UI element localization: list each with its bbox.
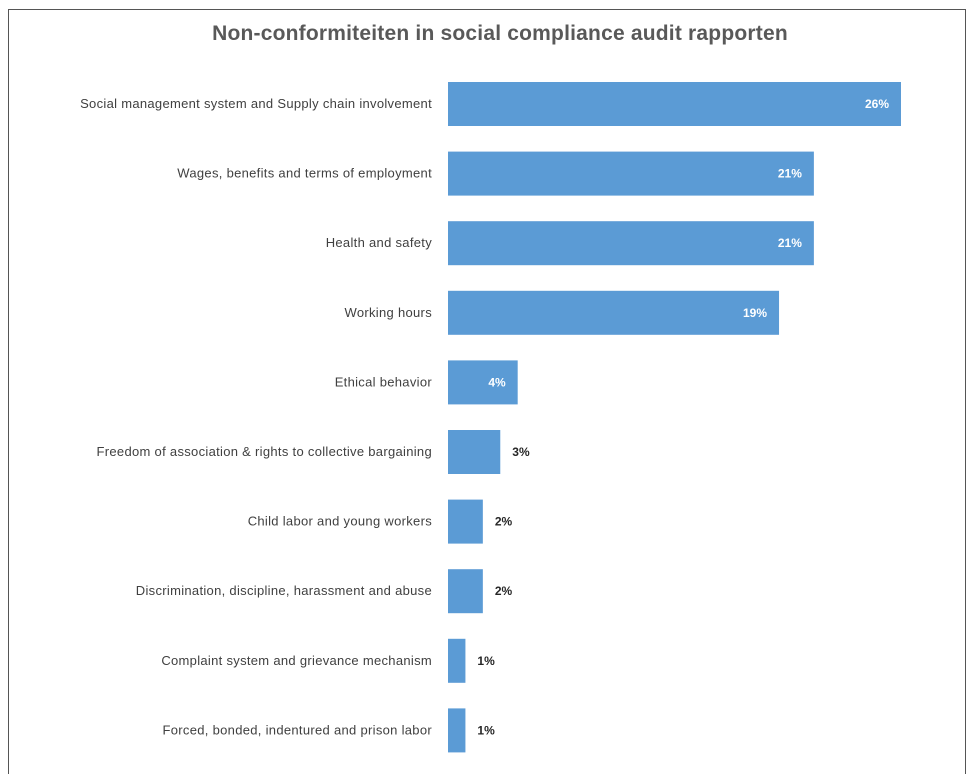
category-label: Health and safety (326, 235, 432, 250)
bar (448, 360, 518, 405)
category-label: Forced, bonded, indentured and prison la… (163, 722, 433, 737)
category-label: Ethical behavior (335, 374, 433, 389)
bar (448, 708, 466, 753)
category-label: Working hours (345, 305, 433, 320)
chart-title: Non-conformiteiten in social compliance … (212, 22, 788, 45)
data-label: 1% (477, 723, 495, 737)
data-label: 3% (512, 445, 530, 459)
data-label: 4% (488, 375, 506, 389)
chart-frame (8, 9, 966, 774)
category-label: Discrimination, discipline, harassment a… (136, 583, 432, 598)
bar (448, 290, 780, 335)
category-label: Social management system and Supply chai… (80, 96, 432, 111)
bar (448, 638, 466, 683)
data-label: 2% (495, 584, 513, 598)
data-label: 21% (778, 167, 802, 181)
bar (448, 569, 483, 614)
category-label: Complaint system and grievance mechanism (161, 653, 432, 668)
bar (448, 221, 814, 266)
data-label: 19% (743, 306, 767, 320)
data-label: 1% (477, 654, 495, 668)
bar (448, 151, 814, 196)
data-label: 21% (778, 236, 802, 250)
category-label: Wages, benefits and terms of employment (177, 166, 432, 181)
bar (448, 430, 501, 474)
bar (448, 499, 483, 544)
category-label: Child labor and young workers (248, 514, 432, 529)
data-label: 26% (865, 97, 889, 111)
category-label: Freedom of association & rights to colle… (97, 444, 432, 459)
data-label: 2% (495, 515, 513, 529)
bar (448, 82, 901, 126)
